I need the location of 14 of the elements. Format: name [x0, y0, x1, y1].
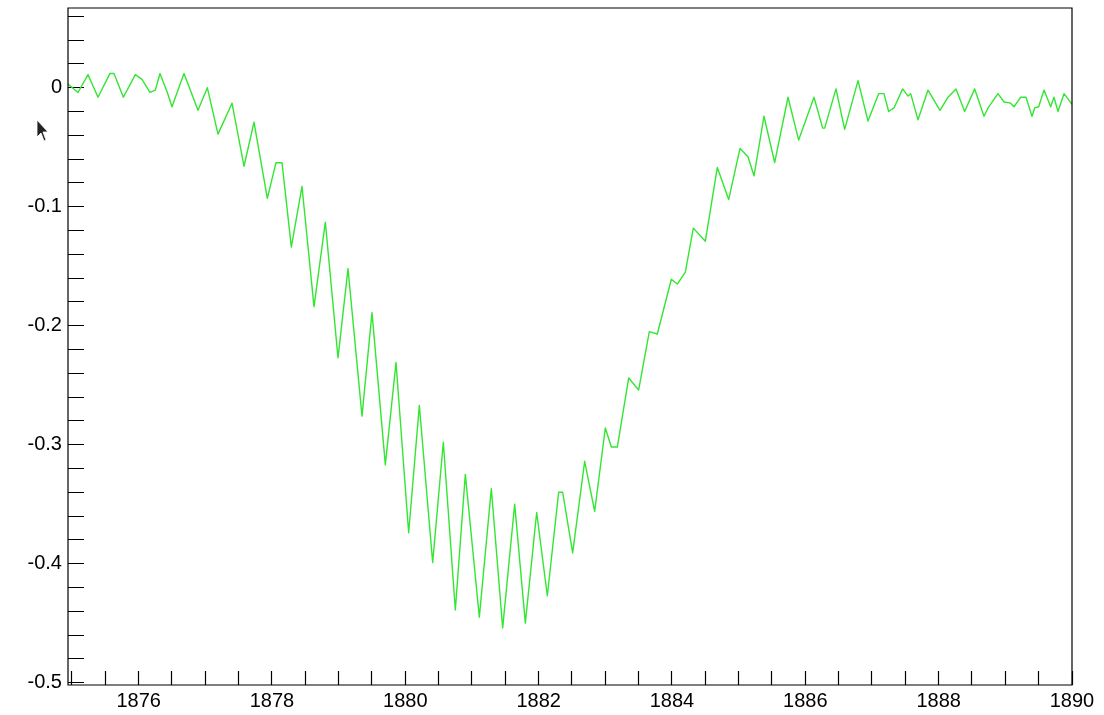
x-tick-label: 1878: [249, 688, 295, 711]
y-tick-label: -0.4: [27, 551, 62, 574]
y-tick-label: -0.3: [27, 432, 62, 455]
x-tick-label: 1882: [516, 688, 561, 711]
y-tick-label: -0.2: [27, 313, 62, 336]
x-tick-label: 1890: [1049, 688, 1095, 711]
y-tick-label: -0.1: [27, 194, 62, 217]
x-tick-label: 1884: [649, 688, 695, 711]
x-tick-label: 1880: [383, 688, 428, 711]
x-tick-label: 1886: [783, 688, 828, 711]
x-tick-label: 1888: [916, 688, 961, 711]
x-tick-label: 1876: [116, 688, 161, 711]
y-tick-label: 0: [50, 75, 62, 98]
y-tick-label: -0.5: [27, 670, 62, 693]
